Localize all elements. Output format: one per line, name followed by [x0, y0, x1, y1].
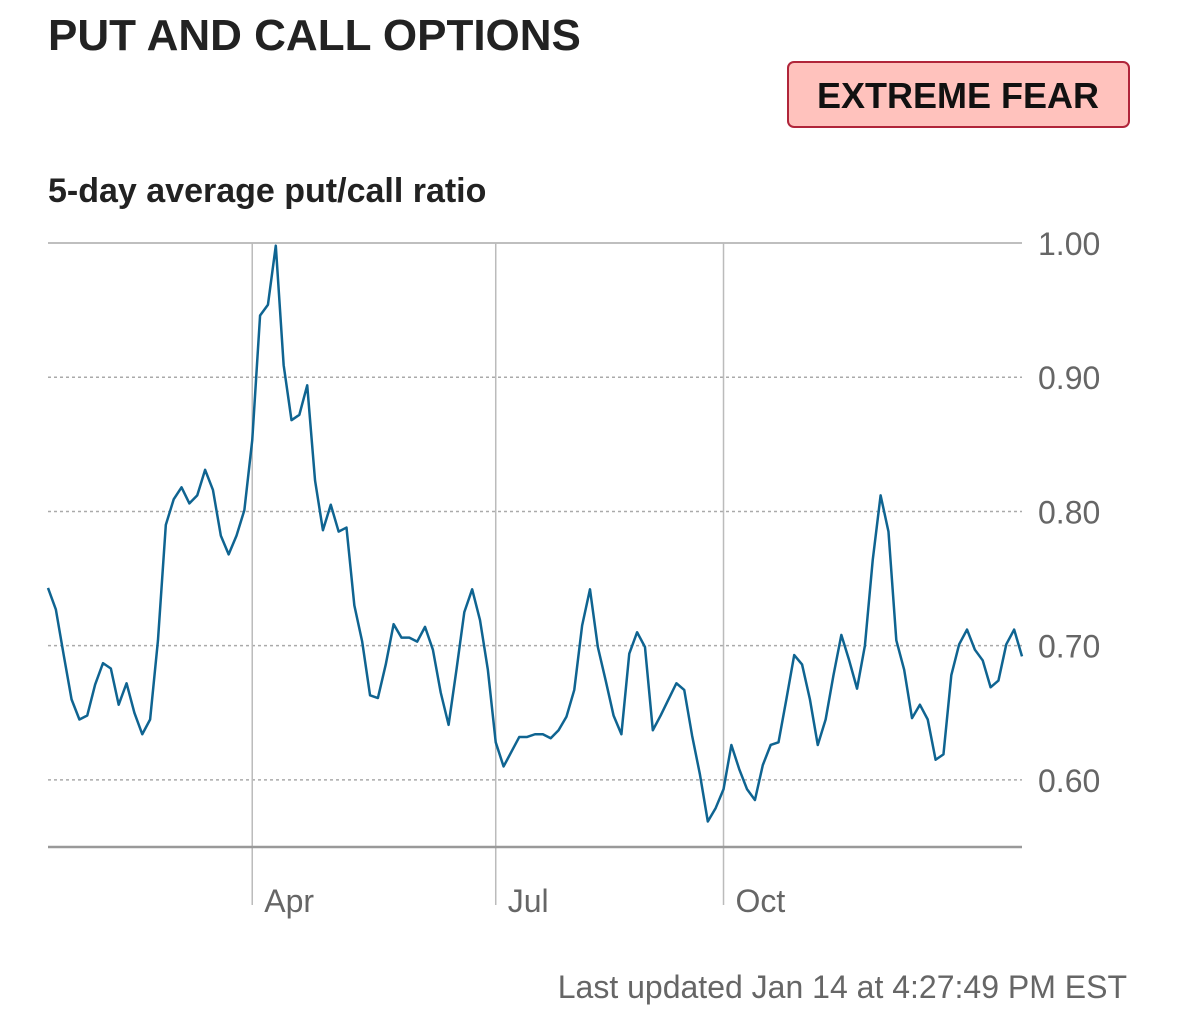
x-tick-label: Oct — [736, 883, 786, 919]
footer-note: Last updated Jan 14 at 4:27:49 PM EST — [558, 969, 1127, 1005]
y-tick-label: 0.80 — [1038, 494, 1100, 530]
y-tick-label: 0.90 — [1038, 360, 1100, 396]
rating-badge — [787, 61, 1130, 128]
x-tick-label: Apr — [264, 883, 314, 919]
rating-label: EXTREME FEAR — [817, 75, 1099, 116]
chart-subtitle: 5-day average put/call ratio — [48, 172, 486, 210]
y-tick-label: 0.70 — [1038, 629, 1100, 665]
y-tick-label: 1.00 — [1038, 226, 1100, 262]
chart-title: PUT AND CALL OPTIONS — [48, 11, 581, 60]
x-tick-label: Jul — [508, 883, 549, 919]
data-line — [46, 244, 1024, 823]
y-tick-label: 0.60 — [1038, 763, 1100, 799]
